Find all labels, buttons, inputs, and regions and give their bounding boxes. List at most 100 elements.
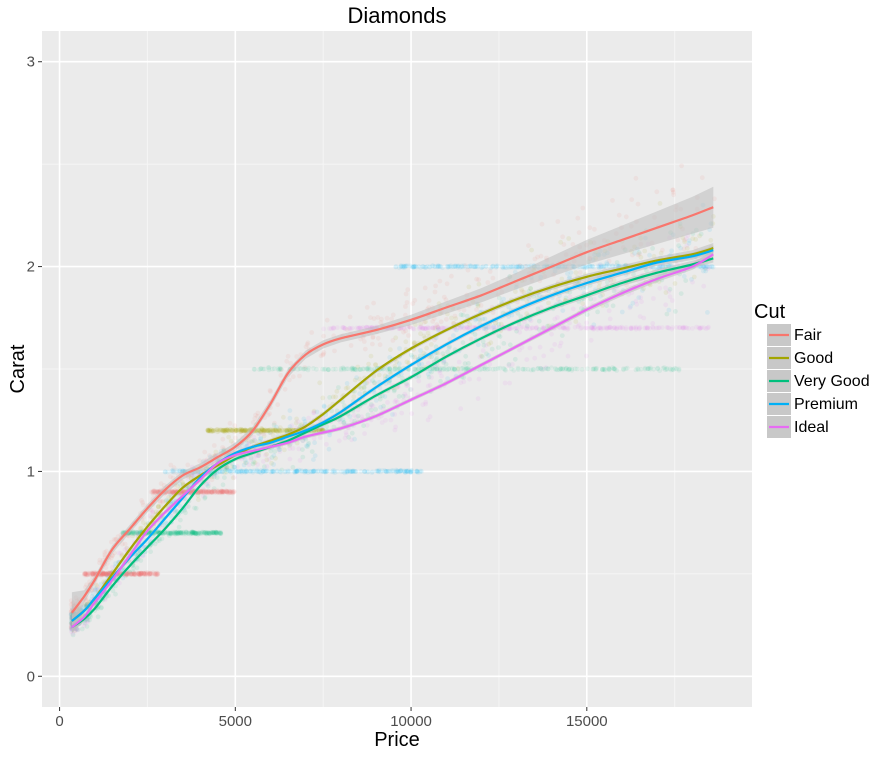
scatter-point [147, 571, 153, 577]
scatter-point [198, 489, 204, 495]
scatter-point [502, 264, 507, 269]
scatter-point [92, 587, 97, 593]
scatter-point [228, 489, 234, 495]
scatter-point [270, 427, 276, 433]
scatter-point [104, 571, 109, 577]
scatter-point [382, 394, 388, 399]
scatter-point [397, 468, 403, 474]
scatter-point [195, 493, 201, 498]
scatter-point [305, 444, 310, 449]
scatter-point [213, 530, 219, 536]
scatter-point [340, 325, 346, 331]
scatter-point [130, 565, 136, 571]
scatter-point [467, 325, 472, 330]
scatter-point [342, 435, 348, 441]
scatter-point [137, 572, 143, 578]
scatter-point [216, 490, 222, 496]
scatter-point [404, 300, 410, 305]
scatter-point [242, 457, 248, 463]
scatter-point [460, 264, 465, 270]
scatter-point [222, 489, 228, 495]
scatter-point [665, 325, 671, 330]
scatter-point [203, 490, 209, 495]
scatter-point [183, 531, 189, 537]
scatter-point [258, 436, 263, 442]
scatter-point [497, 365, 503, 371]
scatter-point [461, 307, 467, 313]
scatter-point [648, 366, 653, 372]
scatter-point [285, 427, 291, 432]
scatter-point [301, 366, 307, 372]
scatter-point [279, 428, 285, 433]
scatter-point [598, 262, 603, 268]
scatter-point [300, 454, 306, 460]
scatter-point [485, 280, 491, 285]
scatter-point [403, 328, 408, 334]
scatter-point [493, 366, 498, 372]
scatter-point [193, 531, 199, 537]
scatter-point [294, 468, 300, 474]
scatter-point [282, 447, 287, 453]
scatter-point [355, 413, 361, 419]
scatter-point [309, 469, 315, 474]
scatter-point [205, 530, 211, 536]
scatter-point [606, 308, 612, 314]
scatter-point [400, 264, 405, 269]
scatter-point [220, 445, 226, 450]
scatter-point [634, 301, 640, 307]
scatter-point [420, 325, 426, 331]
scatter-point [126, 570, 132, 576]
scatter-point [418, 468, 424, 474]
scatter-point [382, 373, 388, 379]
scatter-point [193, 506, 199, 511]
scatter-point [214, 531, 219, 536]
scatter-point [618, 325, 623, 331]
scatter-point [364, 366, 369, 372]
scatter-point [100, 571, 105, 577]
scatter-point [211, 488, 217, 494]
scatter-point [484, 351, 489, 357]
scatter-point [436, 325, 442, 331]
scatter-point [375, 468, 381, 474]
scatter-point [142, 572, 148, 577]
scatter-point [209, 489, 215, 495]
scatter-point [84, 572, 89, 577]
scatter-point [208, 489, 214, 494]
scatter-point [423, 265, 429, 270]
scatter-point [531, 367, 536, 373]
scatter-point [619, 324, 625, 330]
scatter-point [311, 457, 316, 462]
scatter-point [662, 367, 668, 373]
scatter-point [650, 321, 656, 326]
scatter-point [172, 488, 178, 494]
scatter-point [446, 345, 452, 351]
scatter-point [134, 571, 140, 577]
scatter-point [218, 489, 224, 494]
scatter-point [220, 469, 225, 475]
scatter-point [297, 373, 302, 379]
scatter-point [628, 304, 633, 309]
scatter-point [336, 385, 341, 390]
scatter-point [606, 264, 612, 269]
scatter-point [228, 469, 234, 475]
scatter-point [517, 347, 522, 353]
scatter-point [370, 378, 375, 383]
scatter-point [177, 503, 183, 509]
scatter-point [392, 363, 398, 369]
scatter-point [383, 469, 389, 474]
scatter-point [263, 427, 268, 433]
scatter-point [455, 366, 461, 372]
scatter-point [183, 530, 189, 536]
scatter-point [300, 447, 305, 452]
scatter-point [633, 325, 639, 331]
scatter-point [398, 264, 404, 270]
scatter-point [519, 264, 525, 269]
scatter-point [222, 489, 227, 495]
scatter-point [452, 367, 458, 373]
scatter-point [365, 367, 371, 373]
legend-label: Ideal [794, 419, 829, 436]
scatter-point [330, 325, 336, 331]
scatter-point [482, 366, 488, 372]
scatter-point [481, 366, 487, 372]
scatter-point [368, 315, 373, 320]
